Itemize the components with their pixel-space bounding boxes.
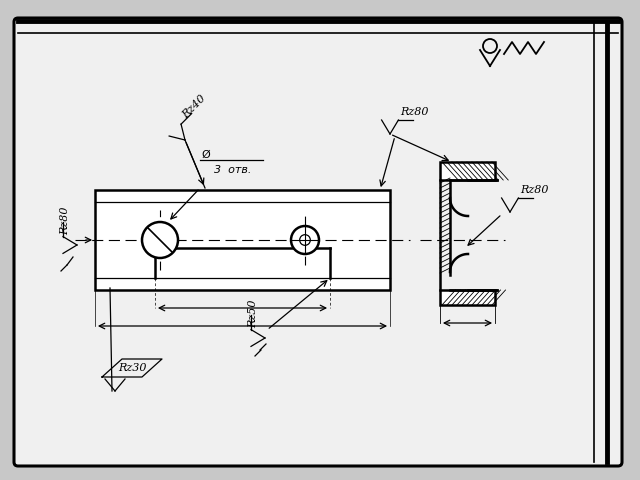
Bar [95, 190, 390, 290]
Text: Rz30: Rz30 [118, 363, 147, 373]
Text: Rz80: Rz80 [401, 107, 429, 117]
Circle shape [291, 226, 319, 254]
FancyBboxPatch shape [14, 18, 622, 466]
Text: Rz50: Rz50 [248, 299, 258, 327]
Circle shape [300, 235, 310, 245]
Bar [440, 290, 495, 305]
Text: Rz80: Rz80 [520, 185, 549, 195]
Circle shape [142, 222, 178, 258]
Text: Rz80: Rz80 [60, 206, 70, 235]
Text: Ø: Ø [201, 150, 210, 160]
Text: Rz40: Rz40 [180, 94, 207, 120]
Text: 3  отв.: 3 отв. [214, 165, 251, 175]
Circle shape [483, 39, 497, 53]
Bar [440, 162, 495, 180]
